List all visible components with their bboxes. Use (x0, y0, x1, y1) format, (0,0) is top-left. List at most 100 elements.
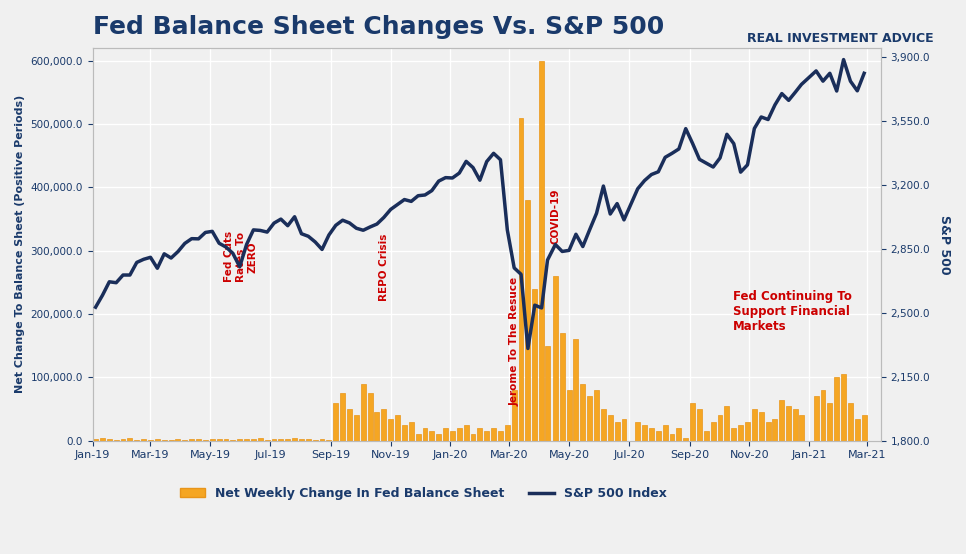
Bar (114, 440, 119, 441)
Bar (773, 419, 778, 441)
Bar (223, 439, 228, 441)
Bar (230, 440, 236, 441)
Bar (216, 439, 221, 441)
Bar (574, 340, 579, 441)
Bar (704, 431, 709, 441)
Bar (210, 439, 214, 441)
Bar (313, 440, 318, 441)
Bar (238, 439, 242, 441)
Y-axis label: S&P 500: S&P 500 (938, 214, 951, 274)
Bar (697, 409, 702, 441)
Bar (669, 434, 674, 441)
Bar (347, 409, 352, 441)
Bar (360, 384, 366, 441)
Bar (505, 425, 510, 441)
Bar (559, 333, 565, 441)
Bar (402, 425, 407, 441)
Bar (169, 440, 174, 441)
Bar (594, 390, 599, 441)
Bar (354, 416, 358, 441)
Bar (183, 440, 187, 441)
Bar (820, 390, 825, 441)
Bar (711, 422, 716, 441)
Bar (793, 409, 798, 441)
Bar (526, 200, 530, 441)
Bar (388, 419, 393, 441)
Bar (244, 439, 249, 441)
Bar (718, 416, 723, 441)
Bar (663, 425, 668, 441)
Bar (649, 428, 654, 441)
Bar (828, 403, 833, 441)
Text: Jerome To The Resuce: Jerome To The Resuce (509, 277, 519, 406)
Bar (430, 431, 435, 441)
Bar (107, 439, 112, 441)
Bar (683, 438, 688, 441)
Bar (656, 431, 661, 441)
Bar (519, 117, 524, 441)
Bar (251, 439, 256, 441)
Text: REPO Crisis: REPO Crisis (379, 234, 388, 301)
Legend: Net Weekly Change In Fed Balance Sheet, S&P 500 Index: Net Weekly Change In Fed Balance Sheet, … (175, 482, 672, 505)
Bar (532, 289, 537, 441)
Bar (464, 425, 469, 441)
Bar (676, 428, 681, 441)
Bar (470, 434, 475, 441)
Bar (745, 422, 750, 441)
Bar (327, 440, 331, 441)
Bar (368, 393, 373, 441)
Bar (203, 440, 208, 441)
Text: Fed Continuing To
Support Financial
Markets: Fed Continuing To Support Financial Mark… (733, 290, 852, 333)
Bar (265, 440, 270, 441)
Bar (375, 412, 380, 441)
Bar (862, 416, 867, 441)
Bar (758, 412, 764, 441)
Bar (766, 422, 771, 441)
Bar (545, 346, 550, 441)
Bar (299, 439, 304, 441)
Bar (134, 440, 139, 441)
Bar (553, 276, 557, 441)
Bar (731, 428, 736, 441)
Bar (567, 390, 572, 441)
Bar (176, 439, 181, 441)
Bar (491, 428, 497, 441)
Bar (93, 439, 98, 441)
Bar (292, 438, 298, 441)
Bar (285, 439, 290, 441)
Bar (278, 439, 283, 441)
Text: Fed Cuts
Rates To
ZERO: Fed Cuts Rates To ZERO (224, 231, 257, 283)
Bar (450, 431, 455, 441)
Bar (780, 399, 784, 441)
Bar (306, 439, 311, 441)
Bar (415, 434, 420, 441)
Bar (437, 434, 441, 441)
Bar (258, 438, 263, 441)
Bar (443, 428, 448, 441)
Bar (100, 438, 105, 441)
Bar (855, 419, 860, 441)
Bar (738, 425, 743, 441)
Bar (271, 439, 276, 441)
Bar (786, 406, 791, 441)
Bar (608, 416, 612, 441)
Bar (457, 428, 462, 441)
Bar (148, 440, 153, 441)
Bar (614, 422, 619, 441)
Bar (498, 431, 503, 441)
Text: Fed Balance Sheet Changes Vs. S&P 500: Fed Balance Sheet Changes Vs. S&P 500 (93, 15, 664, 39)
Bar (395, 416, 400, 441)
Bar (512, 390, 517, 441)
Bar (752, 409, 756, 441)
Bar (642, 425, 647, 441)
Bar (539, 60, 544, 441)
Bar (320, 439, 325, 441)
Bar (382, 409, 386, 441)
Bar (484, 431, 489, 441)
Bar (121, 439, 126, 441)
Bar (196, 439, 201, 441)
Y-axis label: Net Change To Balance Sheet (Positive Periods): Net Change To Balance Sheet (Positive Pe… (15, 95, 25, 393)
Bar (724, 406, 729, 441)
Bar (813, 397, 818, 441)
Bar (621, 419, 626, 441)
